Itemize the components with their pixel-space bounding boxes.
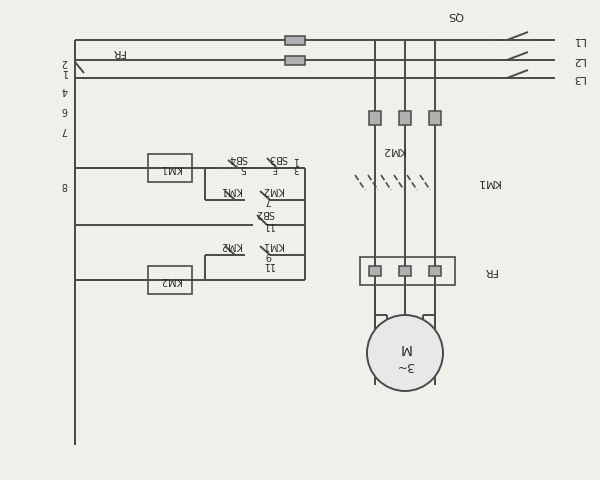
Text: 7: 7: [265, 195, 271, 205]
Text: 3: 3: [293, 163, 299, 173]
Circle shape: [367, 315, 443, 391]
Text: 2: 2: [61, 57, 67, 67]
Text: SB3: SB3: [269, 153, 287, 163]
Text: 11: 11: [262, 260, 274, 270]
Text: L2: L2: [571, 55, 584, 65]
Text: 1: 1: [292, 155, 298, 165]
Text: SB4: SB4: [229, 153, 248, 163]
Text: 1: 1: [61, 67, 67, 77]
Text: 3~: 3~: [396, 359, 414, 372]
Text: FR: FR: [111, 47, 125, 57]
Bar: [429, 266, 441, 276]
Bar: [429, 111, 441, 125]
Bar: [399, 266, 411, 276]
Text: 7: 7: [61, 125, 67, 135]
Bar: [369, 266, 381, 276]
Text: KM2: KM2: [160, 275, 181, 285]
Bar: [148, 266, 192, 294]
Text: L1: L1: [571, 35, 584, 45]
Text: KM2: KM2: [381, 145, 405, 155]
Text: KM2: KM2: [262, 185, 283, 195]
Text: 6: 6: [61, 105, 67, 115]
Text: 5: 5: [240, 163, 246, 173]
Text: KM2: KM2: [220, 240, 241, 250]
Text: KM1: KM1: [262, 240, 283, 250]
Bar: [399, 111, 411, 125]
Text: FR: FR: [483, 266, 497, 276]
Bar: [148, 154, 192, 182]
Bar: [285, 56, 305, 64]
Text: KM1: KM1: [476, 177, 500, 187]
Bar: [360, 257, 455, 285]
Text: E: E: [271, 164, 277, 172]
Bar: [285, 36, 305, 45]
Text: 4: 4: [61, 85, 67, 95]
Text: 8: 8: [61, 180, 67, 190]
Text: M: M: [399, 341, 411, 355]
Text: 9: 9: [265, 250, 271, 260]
Text: KM1: KM1: [160, 163, 181, 173]
Text: KM1: KM1: [220, 185, 241, 195]
Text: L3: L3: [571, 73, 584, 83]
Text: 11: 11: [262, 220, 274, 230]
Bar: [369, 111, 381, 125]
Text: QS: QS: [447, 10, 463, 20]
Text: SB2: SB2: [256, 208, 275, 218]
